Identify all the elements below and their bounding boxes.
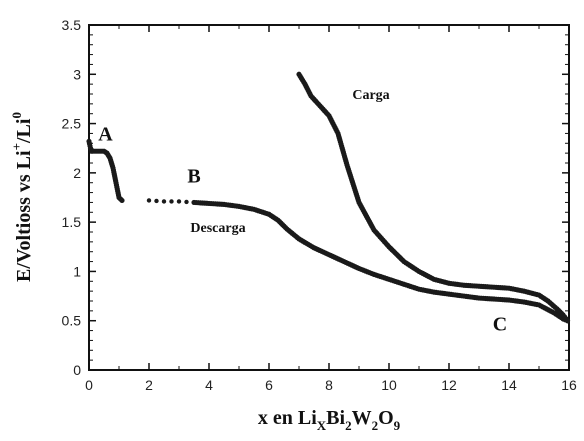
axis-title-part: 2 [372,418,379,433]
annotation-a: A [98,123,113,145]
axis-title-part: E/Voltioss vs Li [13,150,35,282]
y-tick-label: 0 [73,362,81,378]
y-tick-label: 3 [73,66,81,82]
annotation-c: C [493,314,507,336]
axis-title-part: O [378,407,394,429]
y-tick-label: 1 [73,263,81,279]
axis-title-part: W [352,407,372,429]
axis-title-part: /Li [13,118,35,144]
data-point [154,198,159,204]
y-tick-label: 1.5 [62,214,82,230]
y-axis-title: E/Voltioss vs Li+/Li0 [9,112,35,282]
x-tick-label: 6 [265,377,273,393]
data-point [296,71,302,77]
x-tick-label: 16 [561,377,577,393]
y-tick-label: 0.5 [62,313,82,329]
annotation-b: B [187,166,200,188]
x-tick-label: 12 [441,377,457,393]
x-tick-label: 2 [145,377,153,393]
x-tick-label: 8 [325,377,333,393]
tick-labels: 0 2 4 6 8 10 12 14 16 0 0.5 1 1.5 2 2.5 3 3.5 [62,17,577,393]
x-tick-label: 0 [85,377,93,393]
series-descarga [86,138,125,204]
axis-title-part: 0 [9,112,24,119]
axis-title-part: X [317,418,327,433]
axis-title-part: + [9,143,24,150]
axis-title-part: x en Li [258,407,317,429]
series-descarga [146,198,197,205]
axis-title-part: 2 [345,418,352,433]
series-layer [86,71,571,324]
data-point [169,199,174,204]
x-tick-label: 10 [381,377,397,393]
y-tick-label: 2.5 [62,116,82,132]
annotation-carga: Carga [352,88,389,103]
x-tick-label: 14 [501,377,517,393]
annotations: A B C Carga Descarga [98,88,507,336]
data-point [184,199,189,205]
x-tick-label: 4 [205,377,213,393]
series-carga [296,71,571,324]
axis-title-part: Bi [326,407,345,429]
data-point [176,199,182,204]
series-descarga [191,199,571,324]
data-point [119,197,125,204]
annotation-descarga: Descarga [190,221,245,236]
data-point [161,199,167,204]
y-tick-label: 3.5 [62,17,82,33]
axis-title-part: 9 [394,418,401,433]
y-tick-label: 2 [73,165,81,181]
data-point [146,198,152,203]
x-axis-title: x en LiXBi2W2O9 [258,407,401,433]
